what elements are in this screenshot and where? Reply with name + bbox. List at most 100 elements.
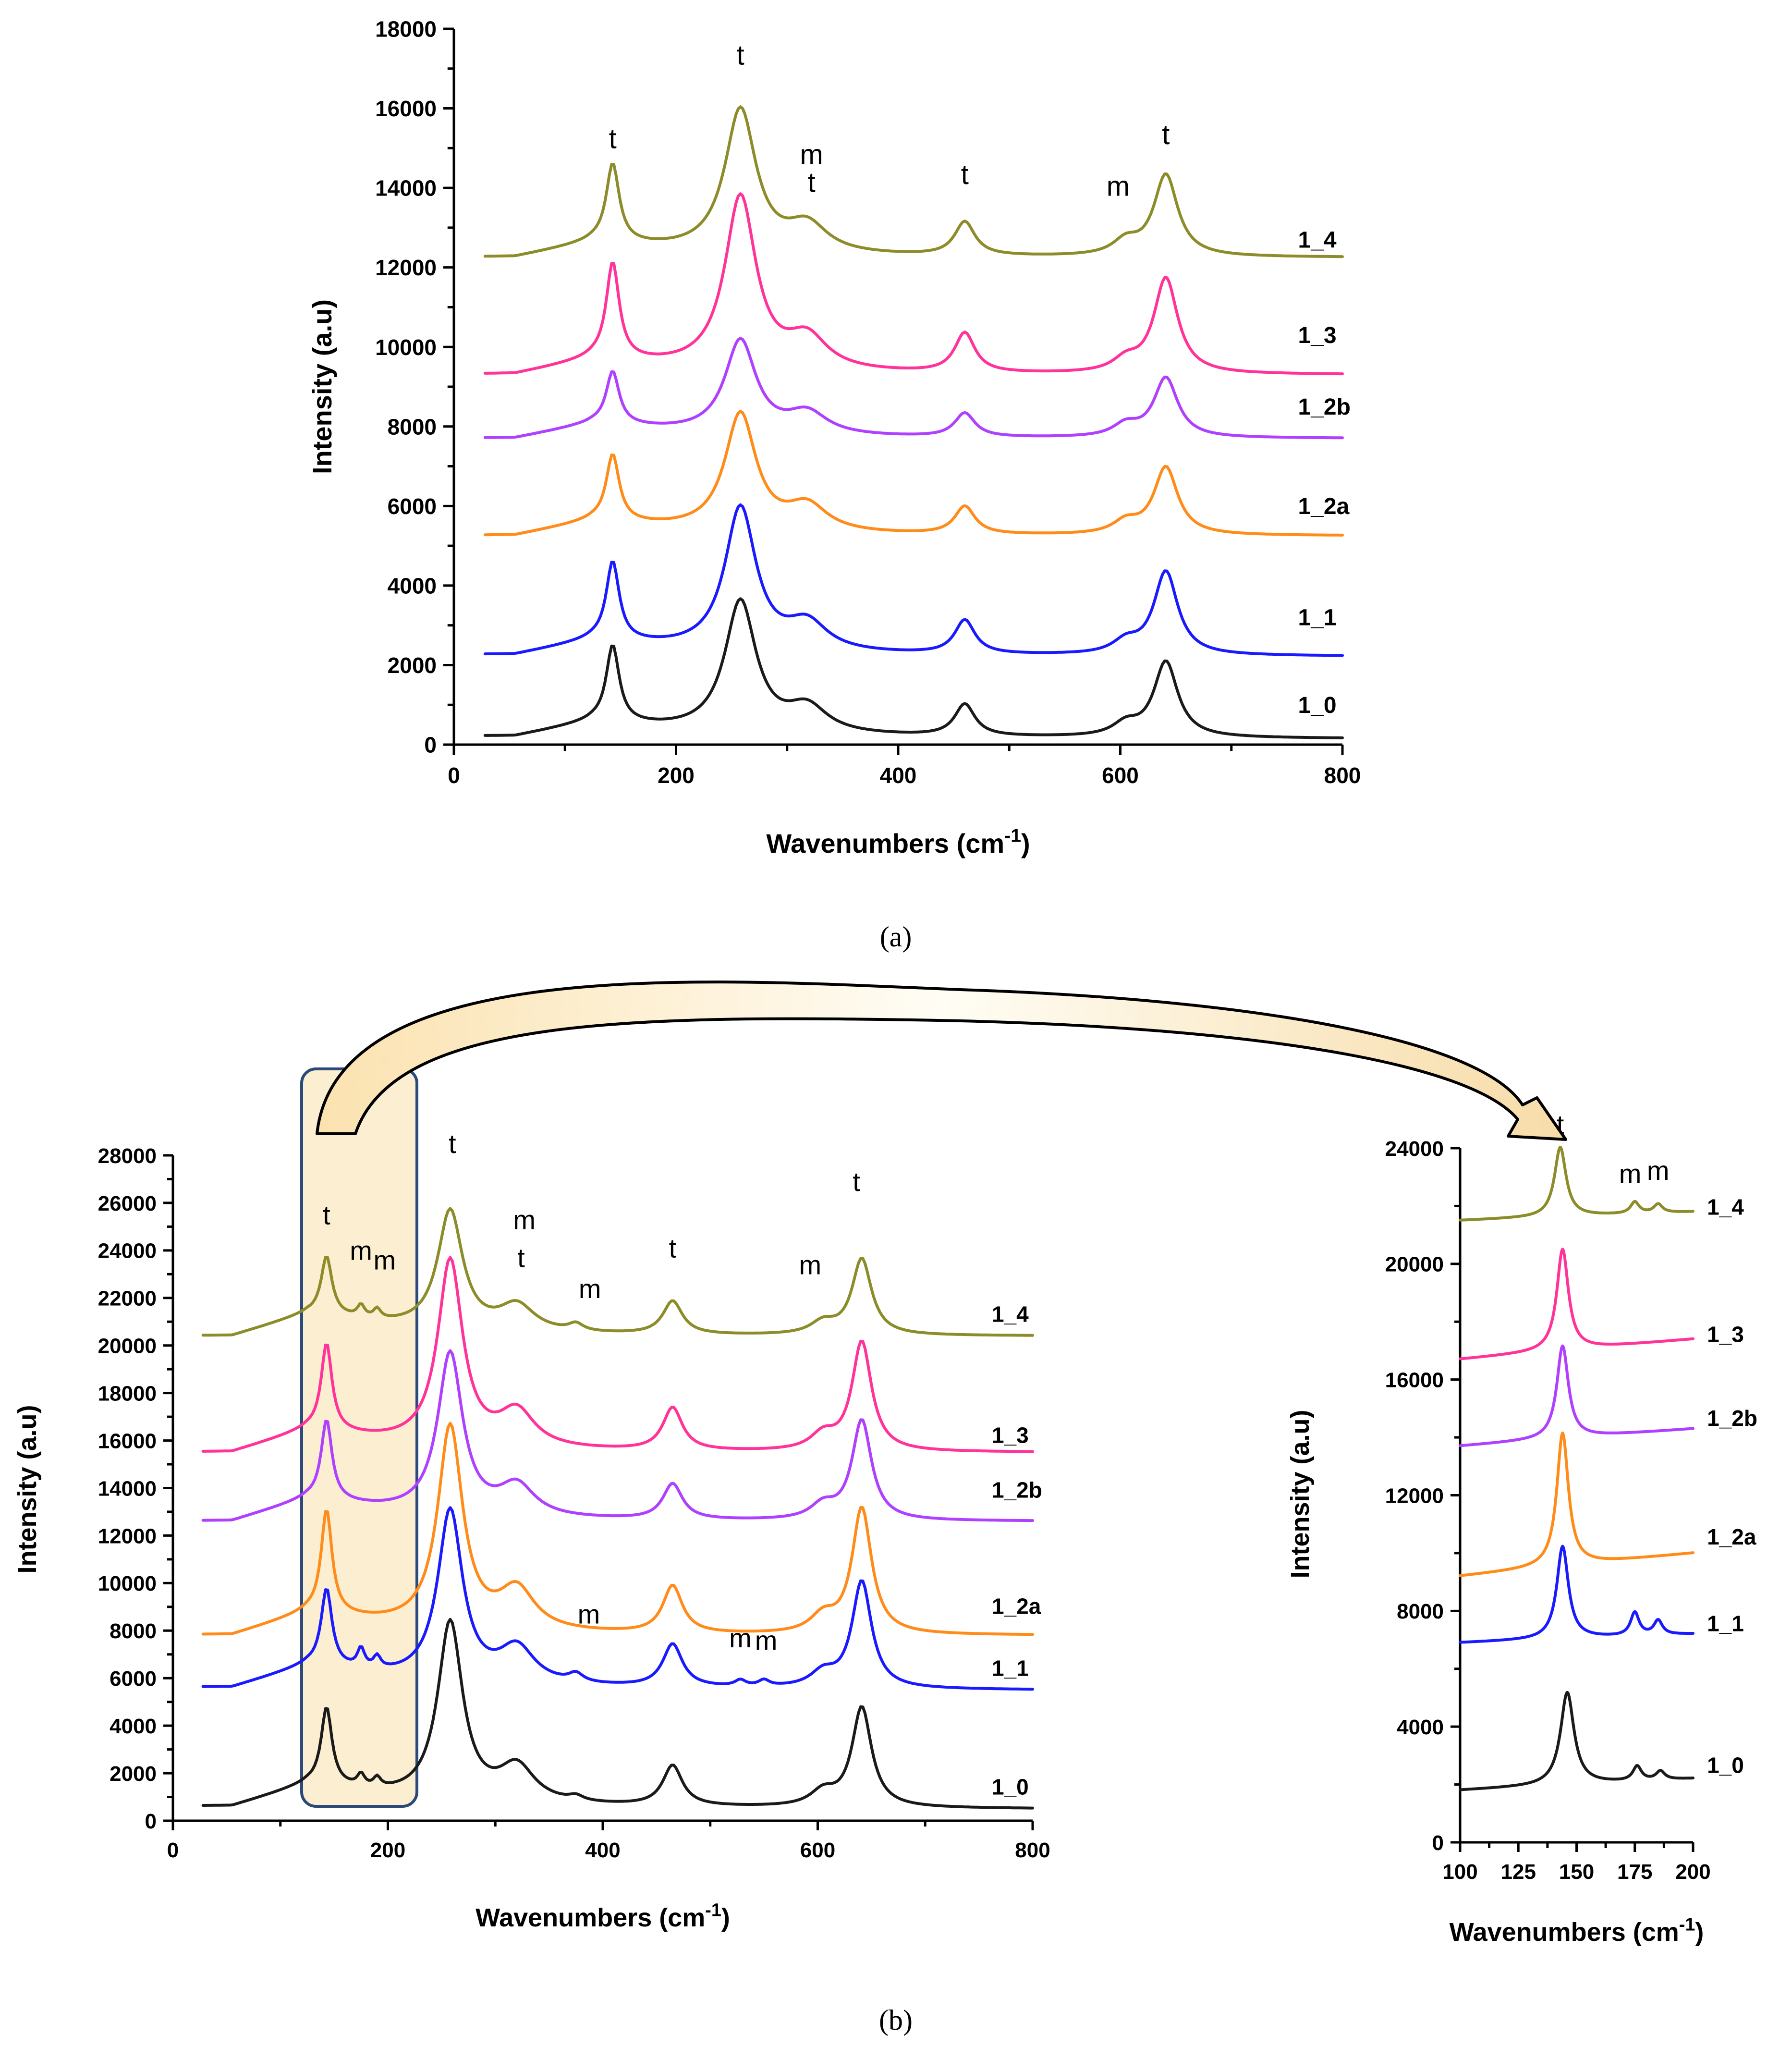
y-axis-title: Intensity (a.u) <box>13 1405 42 1573</box>
y-tick-label: 4000 <box>388 573 437 598</box>
series-label: 1_3 <box>992 1423 1029 1448</box>
series-line-1-2b <box>201 1349 1034 1522</box>
series-label: 1_4 <box>1707 1194 1744 1219</box>
peak-label: t <box>517 1242 525 1273</box>
y-tick-label: 0 <box>145 1810 157 1833</box>
peak-label: m <box>1107 171 1130 202</box>
series-label: 1_3 <box>1298 323 1337 348</box>
y-tick-label: 12000 <box>375 255 437 280</box>
y-tick-label: 8000 <box>388 414 437 439</box>
y-tick-label: 22000 <box>98 1287 157 1311</box>
zoom-arrow <box>316 981 1567 1141</box>
y-tick-label: 0 <box>424 733 437 758</box>
series-label: 1_0 <box>1707 1753 1744 1778</box>
x-tick-label: 800 <box>1324 763 1361 788</box>
y-tick-label: 6000 <box>110 1667 157 1691</box>
peak-label: t <box>669 1233 677 1263</box>
peak-label: m <box>579 1274 601 1304</box>
y-tick-label: 10000 <box>98 1572 157 1595</box>
series-label: 1_2a <box>992 1594 1041 1619</box>
y-tick-label: 2000 <box>388 653 437 678</box>
y-tick-label: 8000 <box>1397 1600 1444 1623</box>
y-tick-label: 6000 <box>388 494 437 519</box>
y-tick-label: 18000 <box>375 17 437 42</box>
x-tick-label: 800 <box>1015 1839 1050 1862</box>
x-tick-label: 200 <box>1675 1860 1710 1884</box>
series-label: 1_2b <box>1707 1406 1757 1431</box>
caption-b: (b) <box>879 2004 913 2036</box>
peak-label: m <box>1647 1155 1670 1186</box>
x-tick-label: 400 <box>880 763 917 788</box>
highlight-box <box>300 1067 418 1808</box>
y-tick-label: 16000 <box>1385 1369 1444 1392</box>
x-axis-title: Wavenumbers (cm-1) <box>766 826 1030 858</box>
series-label: 1_1 <box>1707 1611 1744 1636</box>
series-label: 1_2a <box>1707 1524 1756 1549</box>
series-label: 1_1 <box>1298 605 1337 631</box>
peak-label: t <box>961 159 969 190</box>
x-tick-label: 200 <box>658 763 695 788</box>
x-tick-label: 125 <box>1501 1860 1536 1884</box>
y-tick-label: 18000 <box>98 1382 157 1405</box>
series-label: 1_2a <box>1298 494 1350 519</box>
peak-label: t <box>323 1200 330 1230</box>
series-line-1-2a <box>201 1422 1034 1636</box>
series-line-1-4 <box>483 105 1344 258</box>
x-axis-title: Wavenumbers (cm-1) <box>475 1900 730 1932</box>
x-tick-label: 0 <box>167 1839 179 1862</box>
series-line-1-2a <box>483 410 1344 537</box>
y-tick-label: 16000 <box>98 1429 157 1453</box>
peak-label: m <box>578 1599 600 1629</box>
series-label: 1_0 <box>1298 693 1337 718</box>
series-label: 1_1 <box>992 1655 1029 1680</box>
peak-label: m <box>1619 1158 1642 1189</box>
y-tick-label: 24000 <box>1385 1137 1444 1161</box>
x-tick-label: 400 <box>585 1839 620 1862</box>
peak-label: m <box>799 1250 822 1280</box>
peak-label: m <box>800 139 823 170</box>
series-line-1-3 <box>201 1256 1034 1453</box>
y-tick-label: 26000 <box>98 1192 157 1215</box>
x-tick-label: 600 <box>800 1839 835 1862</box>
peak-label: t <box>1162 119 1170 150</box>
series-label: 1_0 <box>992 1775 1029 1800</box>
peak-label: t <box>737 40 744 71</box>
series-line-1-4 <box>1459 1146 1694 1222</box>
x-tick-label: 150 <box>1559 1860 1594 1884</box>
y-tick-label: 2000 <box>110 1762 157 1786</box>
series-label: 1_2b <box>1298 394 1351 420</box>
peak-label: m <box>755 1625 778 1655</box>
peak-label: t <box>609 123 617 154</box>
x-tick-label: 175 <box>1617 1860 1652 1884</box>
series-line-1-2b <box>483 337 1344 440</box>
panel-b-inset-chart: 100 125 150 175 200 0 4000 8000 12000 16000 20000 2… <box>1286 1109 1757 1947</box>
series-label: 1_4 <box>1298 227 1337 253</box>
series-line-1-2b <box>1459 1344 1694 1447</box>
x-tick-label: 100 <box>1442 1860 1477 1884</box>
series-line-1-3 <box>1459 1248 1694 1361</box>
panel-b-main-chart: 0 200 400 600 800020004000600080001000012000… <box>13 1128 1050 1932</box>
y-tick-label: 12000 <box>98 1524 157 1548</box>
y-axis-title: Intensity (a.u) <box>307 299 337 474</box>
y-tick-label: 14000 <box>98 1477 157 1500</box>
x-axis-title: Wavenumbers (cm-1) <box>1450 1914 1704 1947</box>
caption-a: (a) <box>880 921 912 953</box>
y-tick-label: 4000 <box>1397 1716 1444 1739</box>
series-line-1-2a <box>1459 1431 1694 1577</box>
series-label: 1_3 <box>1707 1322 1744 1347</box>
peak-label: m <box>350 1236 372 1266</box>
y-axis-title: Intensity (a.u) <box>1286 1410 1315 1578</box>
y-tick-label: 24000 <box>98 1239 157 1263</box>
y-tick-label: 20000 <box>1385 1253 1444 1276</box>
series-line-1-0 <box>1459 1691 1694 1791</box>
peak-label: m <box>373 1245 396 1275</box>
peak-label: m <box>729 1623 752 1653</box>
panel-a-chart: 0 200 400 600 800020004000600080001000012000… <box>307 17 1361 858</box>
y-tick-label: 14000 <box>375 176 437 201</box>
series-label: 1_4 <box>992 1301 1029 1326</box>
series-line-1-0 <box>201 1618 1034 1810</box>
y-tick-label: 4000 <box>110 1715 157 1738</box>
peak-label: t <box>808 167 816 198</box>
y-tick-label: 0 <box>1432 1831 1444 1855</box>
series-line-1-4 <box>201 1207 1034 1337</box>
